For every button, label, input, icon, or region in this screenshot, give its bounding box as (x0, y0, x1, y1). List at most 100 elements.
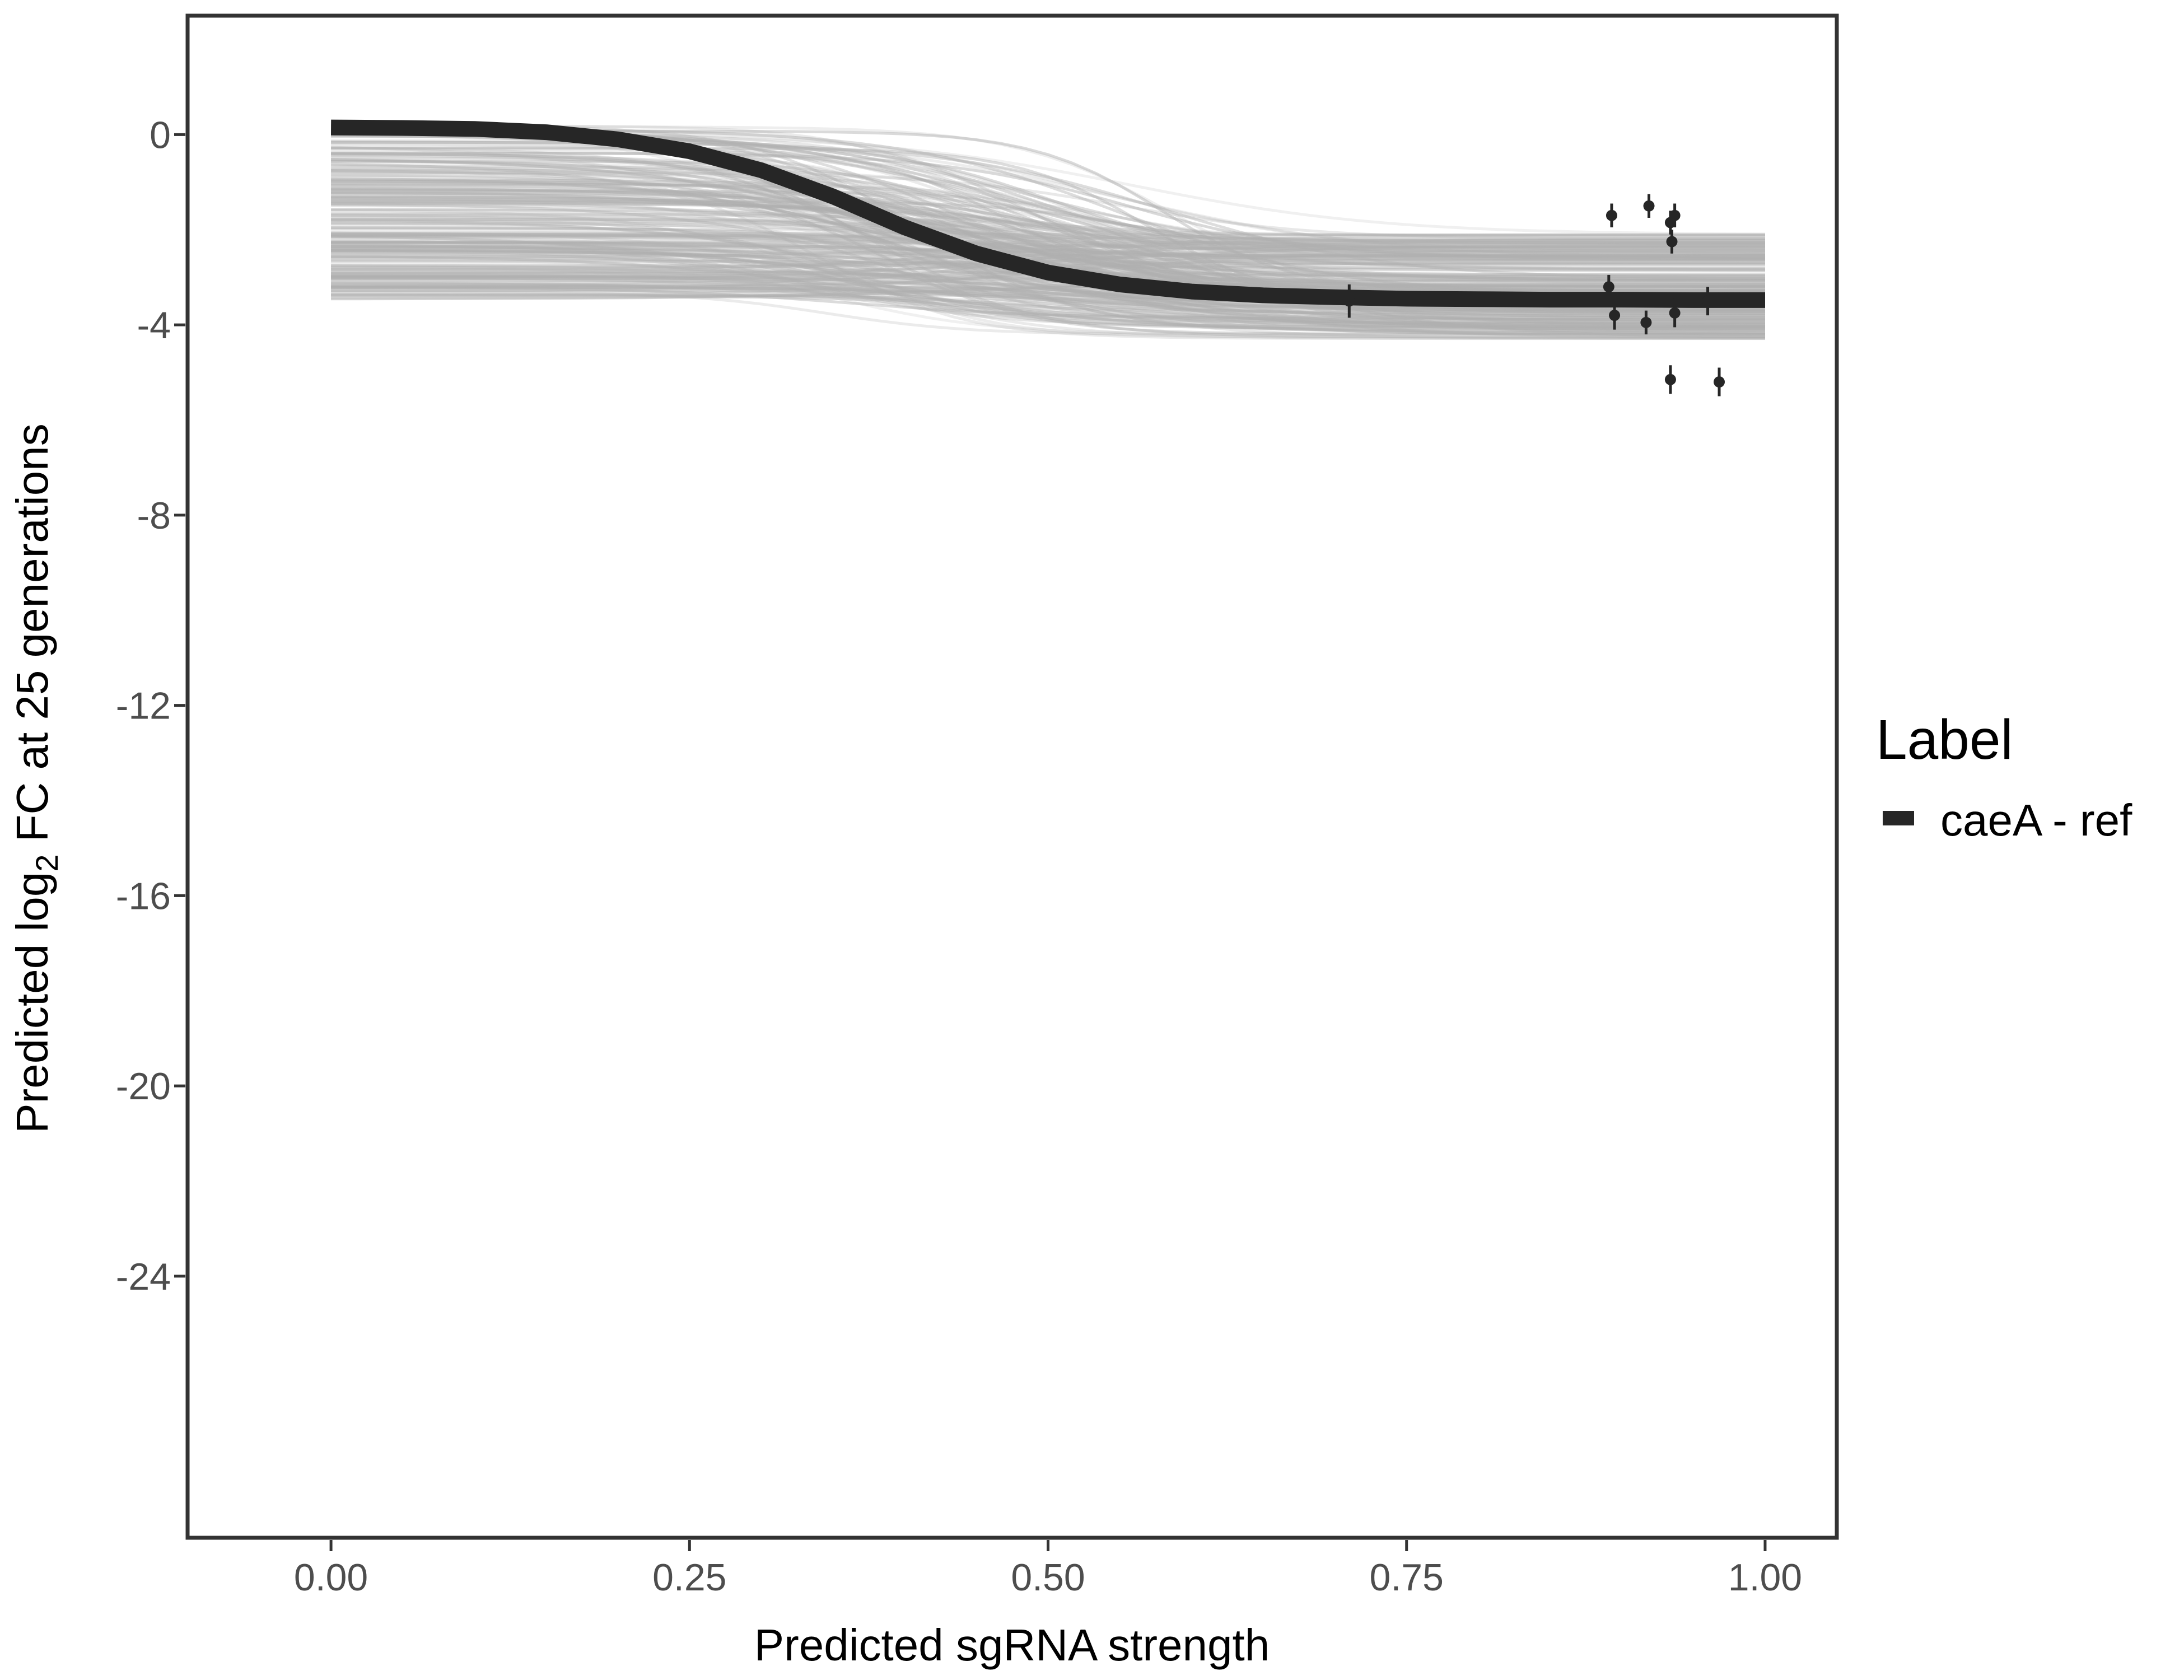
posterior-draw-line (331, 171, 1765, 240)
posterior-draw-line (331, 192, 1765, 292)
posterior-draw-line (331, 160, 1765, 242)
posterior-draw-line (331, 286, 1765, 318)
posterior-draw-line (331, 241, 1765, 339)
x-tick-label: 1.00 (1728, 1556, 1802, 1599)
posterior-draw-line (331, 234, 1765, 240)
posterior-draw-line (331, 279, 1765, 301)
posterior-draw-line (331, 293, 1765, 311)
posterior-draw-line (331, 141, 1766, 280)
observed-point (1664, 374, 1676, 385)
y-tick-label: -20 (116, 1065, 171, 1108)
posterior-draw-line (331, 147, 1765, 249)
posterior-draw-line (331, 275, 1766, 339)
posterior-draw-line (331, 156, 1765, 292)
posterior-draw-line (331, 200, 1766, 331)
posterior-draw-line (331, 231, 1765, 237)
posterior-draw-line (331, 208, 1766, 282)
posterior-draw-line (331, 233, 1765, 263)
posterior-draw-line (331, 247, 1765, 313)
posterior-draw-line (331, 239, 1765, 292)
posterior-draw-line (331, 184, 1765, 258)
posterior-draw-line (331, 192, 1765, 237)
fitted-curve-group (331, 119, 1765, 308)
posterior-draw-line (331, 252, 1765, 328)
posterior-draw-line (331, 152, 1766, 324)
posterior-draw-line (331, 167, 1766, 312)
posterior-draw-line (331, 274, 1766, 330)
y-tick-label: -24 (116, 1256, 171, 1298)
posterior-draw-line (331, 187, 1766, 244)
x-axis: 0.00 0.25 0.50 0.75 1.00 (294, 1540, 1802, 1599)
posterior-draw-line (331, 146, 1766, 322)
posterior-draw-line (331, 233, 1765, 269)
posterior-draw-line (331, 143, 1766, 311)
posterior-draw-line (331, 174, 1765, 339)
x-tick-label: 0.75 (1370, 1556, 1444, 1599)
posterior-draw-line (331, 146, 1765, 286)
posterior-draw-line (331, 275, 1765, 324)
posterior-draw-line (331, 146, 1765, 253)
posterior-draw-line (331, 246, 1765, 254)
posterior-draw-line (331, 289, 1765, 327)
fitted-curve-caeA-ref (331, 119, 1765, 308)
posterior-draw-line (331, 213, 1765, 315)
posterior-draw-line (331, 249, 1765, 309)
posterior-draw-line (331, 181, 1765, 257)
posterior-draw-line (331, 294, 1766, 329)
posterior-draw-line (331, 278, 1766, 325)
observed-point (1606, 209, 1617, 221)
posterior-draw-line (331, 245, 1765, 330)
posterior-draw-line (331, 218, 1765, 329)
legend-title: Label (1876, 708, 2013, 771)
posterior-draw-line (331, 151, 1765, 280)
posterior-draw-line (331, 200, 1765, 257)
observed-points (1343, 194, 1725, 396)
posterior-draw-line (331, 283, 1765, 300)
posterior-draw-line (331, 153, 1765, 278)
posterior-draw-line (331, 189, 1766, 293)
posterior-draw-line (331, 182, 1765, 292)
posterior-draw-line (331, 234, 1765, 311)
posterior-draw-line (331, 175, 1765, 340)
x-axis-title: Predicted sgRNA strength (754, 1620, 1270, 1670)
posterior-draw-line (331, 282, 1766, 335)
posterior-draw-line (331, 239, 1765, 271)
y-axis-title-suffix: FC at 25 generations (7, 423, 57, 854)
posterior-draw-line (331, 249, 1765, 288)
posterior-draw-line (331, 186, 1765, 248)
posterior-draw-line (331, 253, 1765, 271)
posterior-draw-line (331, 258, 1765, 265)
posterior-draw-line (331, 227, 1766, 255)
posterior-draw-line (331, 244, 1765, 268)
observed-point (1640, 316, 1652, 328)
posterior-draw-line (331, 235, 1766, 315)
posterior-draw-line (331, 212, 1766, 262)
posterior-draw-line (331, 244, 1766, 267)
posterior-draw-line (331, 222, 1766, 320)
y-tick-label: -8 (137, 494, 171, 537)
posterior-draw-line (331, 292, 1765, 330)
posterior-draw-line (331, 197, 1765, 252)
observed-point (1669, 307, 1681, 319)
legend: Label caeA - ref (1876, 708, 2132, 845)
posterior-draw-line (331, 178, 1766, 338)
posterior-draw-line (331, 202, 1766, 254)
posterior-draw-line (331, 245, 1765, 266)
posterior-draw-line (331, 216, 1765, 290)
y-tick-label: -12 (116, 685, 171, 727)
observed-point (1714, 376, 1725, 388)
posterior-draw-line (331, 207, 1765, 273)
posterior-draw-line (331, 217, 1765, 270)
posterior-draw-line (331, 285, 1766, 312)
posterior-draw-line (331, 208, 1765, 260)
posterior-draw-line (331, 286, 1766, 328)
posterior-draw-line (331, 198, 1766, 326)
posterior-draw-line (331, 255, 1765, 334)
observed-point (1609, 310, 1621, 321)
posterior-draw-line (331, 264, 1765, 328)
posterior-draw-line (331, 124, 1765, 237)
posterior-draw-line (331, 249, 1765, 336)
posterior-draw-line (331, 250, 1765, 329)
posterior-draw-line (331, 242, 1765, 274)
